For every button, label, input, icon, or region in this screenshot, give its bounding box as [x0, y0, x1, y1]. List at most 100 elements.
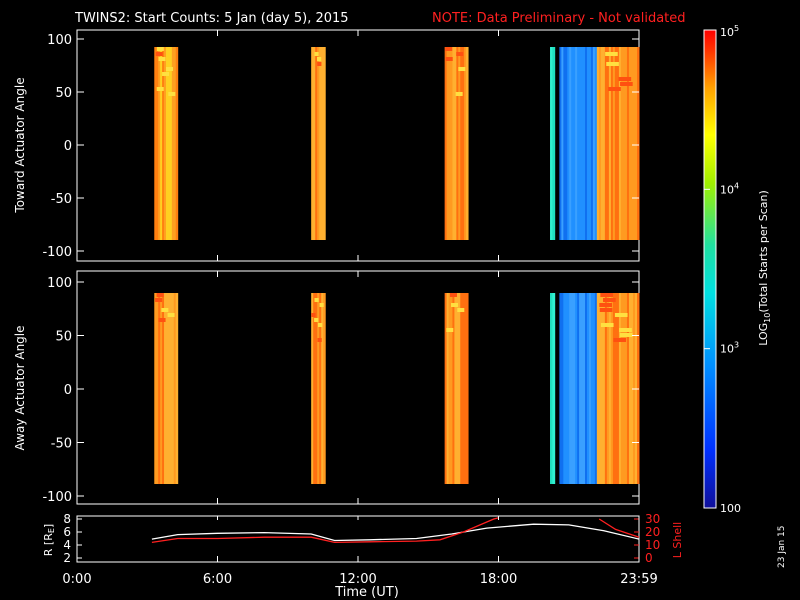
- y-tick-label: 50: [55, 330, 72, 345]
- heatmap-cell: [573, 293, 576, 484]
- heatmap-cell: [317, 47, 320, 240]
- heatmap-cell: [567, 47, 570, 240]
- heatmap-cell: [610, 293, 614, 484]
- heatmap-cell: [614, 293, 618, 484]
- heatmap-cell: [446, 47, 450, 240]
- heatmap-cell: [618, 47, 622, 240]
- heatmap-cell: [444, 293, 448, 484]
- y-tick-label: -50: [51, 437, 72, 452]
- heatmap-cell: [155, 298, 163, 302]
- heatmap-cell: [550, 293, 553, 484]
- heatmap-cell: [321, 47, 324, 240]
- heatmap-cell: [599, 303, 612, 307]
- heatmap-cell: [464, 47, 467, 240]
- heatmap-cell: [450, 293, 453, 484]
- heatmap-cell: [616, 47, 620, 240]
- heatmap-cell: [311, 47, 314, 240]
- heatmap-cell: [162, 47, 165, 240]
- orbit-left-tick-label: 6: [63, 525, 71, 539]
- heatmap-cell: [162, 293, 165, 484]
- heatmap-cell: [454, 47, 457, 240]
- heatmap-cell: [445, 47, 453, 51]
- colorbar-label: LOG10(Total Starts per Scan): [757, 190, 772, 346]
- heatmap-interval: [559, 293, 598, 484]
- heatmap-cell: [602, 293, 606, 484]
- heatmap-cell: [575, 293, 578, 484]
- orbit-right-tick-label: 30: [645, 512, 660, 526]
- heatmap-cell: [319, 293, 322, 484]
- heatmap-cell: [606, 293, 610, 484]
- heatmap-cell: [612, 47, 616, 240]
- heatmap-cell: [162, 72, 170, 76]
- heatmap-cell: [314, 318, 319, 322]
- heatmap-cell: [158, 57, 166, 61]
- heatmap-cell: [594, 47, 598, 240]
- heatmap-cell: [449, 293, 457, 297]
- heatmap-cell: [579, 293, 582, 484]
- heatmap-cell: [458, 67, 466, 71]
- heatmap-cell: [600, 293, 614, 297]
- heatmap-cell: [168, 92, 176, 96]
- orbit-right-tick-label: 20: [645, 525, 660, 539]
- heatmap-cell: [626, 47, 630, 240]
- heatmap-cell: [559, 47, 562, 240]
- heatmap-cell: [317, 293, 320, 484]
- heatmap-cell: [457, 308, 465, 312]
- heatmap-cell: [321, 293, 324, 484]
- heatmap-cell: [448, 293, 451, 484]
- heatmap-cell: [167, 313, 175, 317]
- heatmap-cell: [462, 47, 465, 240]
- x-axis-ticks: 0:00 6:00 12:00 18:00 23:59: [62, 30, 658, 587]
- heatmap-cell: [569, 293, 572, 484]
- x-tick-label: 23:59: [620, 572, 657, 587]
- orbit-lines: [151, 517, 640, 544]
- heatmap-cell: [620, 47, 624, 240]
- heatmap-cell: [624, 47, 628, 240]
- heatmap-cell: [588, 293, 592, 484]
- heatmap-cell: [552, 47, 556, 240]
- heatmap-cell: [154, 47, 157, 240]
- heatmap-cell: [604, 293, 608, 484]
- heatmap-cell: [614, 47, 618, 240]
- heatmap-cell: [565, 293, 568, 484]
- colorbar-gradient: [703, 29, 717, 509]
- heatmap-cell: [592, 293, 596, 484]
- colorbar: 105 104 103 100 LOG10(Total Starts per Scan…: [703, 24, 772, 515]
- heatmap-interval: [550, 47, 556, 240]
- top-panel-ylabel: Toward Actuator Angle: [13, 77, 27, 213]
- heatmap-cell: [583, 293, 586, 484]
- heatmap-cell: [588, 47, 592, 240]
- heatmap-cell: [169, 293, 173, 484]
- heatmap-cell: [313, 47, 316, 240]
- orbit-right-label: L Shell: [671, 522, 684, 558]
- heatmap-cell: [608, 293, 612, 484]
- heatmap-cell: [454, 293, 457, 484]
- heatmap-cell: [606, 62, 619, 66]
- heatmap-interval: [596, 47, 640, 240]
- y-tick-label: 100: [47, 276, 72, 291]
- heatmap-cell: [164, 47, 167, 240]
- heatmap-cell: [167, 47, 171, 240]
- heatmap-cell: [444, 47, 448, 240]
- date-stamp: 23 Jan 15: [777, 526, 787, 569]
- heatmap-cell: [452, 47, 455, 240]
- heatmap-cell: [622, 293, 626, 484]
- heatmap-cell: [605, 52, 618, 56]
- heatmap-cell: [565, 47, 568, 240]
- heatmap-cell: [585, 293, 588, 484]
- heatmap-cell: [581, 293, 584, 484]
- heatmap-cell: [600, 323, 614, 327]
- bottom-panel-bands: [154, 293, 640, 484]
- heatmap-cell: [586, 293, 590, 484]
- orbit-left-tick-label: 2: [63, 551, 71, 565]
- heatmap-cell: [598, 293, 602, 484]
- heatmap-cell: [156, 47, 164, 51]
- x-tick-label: 6:00: [203, 572, 232, 587]
- heatmap-cell: [455, 92, 463, 96]
- heatmap-cell: [567, 293, 570, 484]
- heatmap-cell: [155, 52, 163, 56]
- heatmap-cell: [620, 293, 624, 484]
- heatmap-cell: [577, 47, 580, 240]
